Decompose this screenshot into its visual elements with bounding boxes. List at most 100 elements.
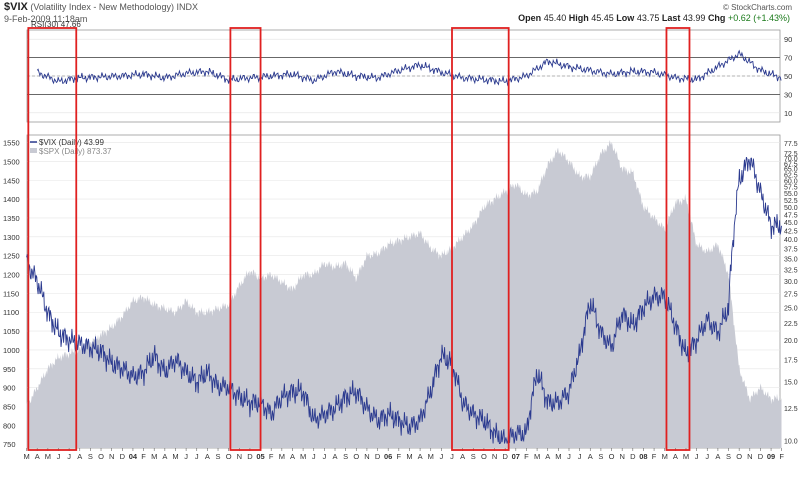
left-axis-tick-label: 1150	[3, 289, 19, 298]
x-axis-tick-label: A	[162, 452, 167, 461]
right-axis-tick-label: 15.0	[784, 380, 798, 387]
x-axis-tick-label: M	[428, 452, 434, 461]
x-axis-tick-label: A	[35, 452, 40, 461]
x-axis-tick-label: J	[67, 452, 71, 461]
left-axis-tick-label: 1100	[3, 308, 19, 317]
spx-area-series	[26, 140, 782, 448]
x-axis-tick-label: O	[98, 452, 104, 461]
right-axis-tick-label: 20.0	[784, 338, 798, 345]
x-axis-tick-label: M	[683, 452, 689, 461]
right-axis-tick-label: 22.5	[784, 321, 798, 328]
x-axis-tick-label: J	[195, 452, 199, 461]
left-axis-tick-label: 850	[3, 403, 16, 412]
left-axis-tick-label: 1250	[3, 252, 20, 261]
x-axis-tick-label: J	[312, 452, 316, 461]
highlight-box	[451, 27, 510, 451]
x-axis-tick-label: O	[736, 452, 742, 461]
right-axis-tick-label: 70.0	[784, 156, 798, 163]
x-axis-tick-label: A	[290, 452, 295, 461]
x-axis-tick-label: D	[375, 452, 381, 461]
right-axis-tick-label: 25.0	[784, 305, 798, 312]
x-axis-tick-label: S	[88, 452, 93, 461]
left-axis-tick-label: 1550	[3, 139, 20, 148]
right-axis-tick-label: 47.5	[784, 212, 798, 219]
x-axis-tick-label: J	[705, 452, 709, 461]
x-axis-tick-label: J	[439, 452, 443, 461]
ticker-exchange: INDX	[176, 2, 198, 12]
left-axis-tick-label: 1400	[3, 195, 20, 204]
x-axis-tick-label: A	[460, 452, 465, 461]
chg-value: +0.62 (+1.43%)	[727, 13, 790, 23]
high-label: High	[568, 13, 589, 23]
x-axis-tick-label: D	[758, 452, 764, 461]
rsi-legend: RSI(30) 47.66	[31, 20, 81, 29]
x-axis-tick-label: J	[578, 452, 582, 461]
x-axis-tick-label: J	[695, 452, 699, 461]
spx-legend-swatch	[30, 148, 37, 153]
chart-datetime: 9-Feb-2009 11:18am	[4, 14, 88, 24]
x-axis-tick-label: N	[492, 452, 497, 461]
x-axis-tick-label: M	[45, 452, 51, 461]
low-label: Low	[616, 13, 635, 23]
right-axis-tick-label: 65.0	[784, 167, 798, 174]
left-axis-tick-label: 1350	[3, 214, 20, 223]
x-axis-tick-label: M	[23, 452, 29, 461]
right-axis-tick-label: 62.5	[784, 172, 798, 179]
right-axis-tick-label: 10.0	[784, 439, 798, 446]
x-axis-tick-label: 05	[256, 452, 264, 461]
rsi-line	[36, 49, 782, 87]
x-axis-tick-label: M	[406, 452, 412, 461]
x-axis-tick-label: D	[247, 452, 253, 461]
x-axis-tick-label: F	[779, 452, 784, 461]
left-axis-tick-label: 950	[3, 365, 16, 374]
x-axis-tick-label: S	[726, 452, 731, 461]
right-axis-tick-label: 57.5	[784, 185, 798, 192]
x-axis-tick-label: J	[450, 452, 454, 461]
x-axis-tick-label: F	[652, 452, 657, 461]
highlight-box	[27, 27, 78, 451]
right-axis-tick-label: 37.5	[784, 247, 798, 254]
x-axis-tick-label: N	[237, 452, 242, 461]
left-axis-tick-label: 800	[3, 421, 16, 430]
ticker-symbol: $VIX	[4, 1, 28, 13]
right-axis-tick-label: 17.5	[784, 357, 798, 364]
x-axis-tick-label: A	[77, 452, 82, 461]
x-axis-tick-label: O	[353, 452, 359, 461]
right-axis-tick-label: 30.0	[784, 279, 798, 286]
x-axis-tick-label: N	[364, 452, 369, 461]
highlight-box	[229, 27, 262, 451]
right-axis-tick-label: 42.5	[784, 228, 798, 235]
right-axis-tick-label: 27.5	[784, 292, 798, 299]
low-value: 43.75	[636, 13, 660, 23]
right-axis-tick-label: 45.0	[784, 220, 798, 227]
right-axis-tick-label: 12.5	[784, 406, 798, 413]
quote-bar: Open 45.40 High 45.45 Low 43.75 Last 43.…	[518, 13, 790, 23]
left-axis-tick-label: 1500	[3, 157, 20, 166]
x-axis-tick-label: M	[662, 452, 668, 461]
open-value: 45.40	[543, 13, 567, 23]
left-axis-tick-label: 1450	[3, 176, 20, 185]
right-axis-tick-label: 60.0	[784, 178, 798, 185]
x-axis-tick-label: M	[279, 452, 285, 461]
x-axis-tick-label: A	[418, 452, 423, 461]
x-axis-tick-label: 07	[512, 452, 520, 461]
x-axis-tick-label: D	[630, 452, 636, 461]
right-axis-tick-label: 40.0	[784, 237, 798, 244]
x-axis-tick-label: 06	[384, 452, 392, 461]
vix-legend: $VIX (Daily) 43.99	[39, 138, 104, 147]
x-axis-tick-label: F	[524, 452, 529, 461]
x-axis-tick-label: D	[120, 452, 126, 461]
high-value: 45.45	[591, 13, 614, 23]
x-axis-tick-label: N	[619, 452, 624, 461]
rsi-tick-label: 90	[784, 35, 792, 44]
x-axis-tick-label: M	[534, 452, 540, 461]
x-axis-tick-label: N	[109, 452, 114, 461]
x-axis-tick-label: J	[322, 452, 326, 461]
left-axis-tick-label: 1050	[3, 327, 20, 336]
rsi-tick-label: 50	[784, 72, 792, 81]
right-axis-tick-label: 72.5	[784, 151, 798, 158]
left-axis-tick-label: 900	[3, 384, 16, 393]
last-label: Last	[661, 13, 681, 23]
x-axis-tick-label: N	[747, 452, 752, 461]
